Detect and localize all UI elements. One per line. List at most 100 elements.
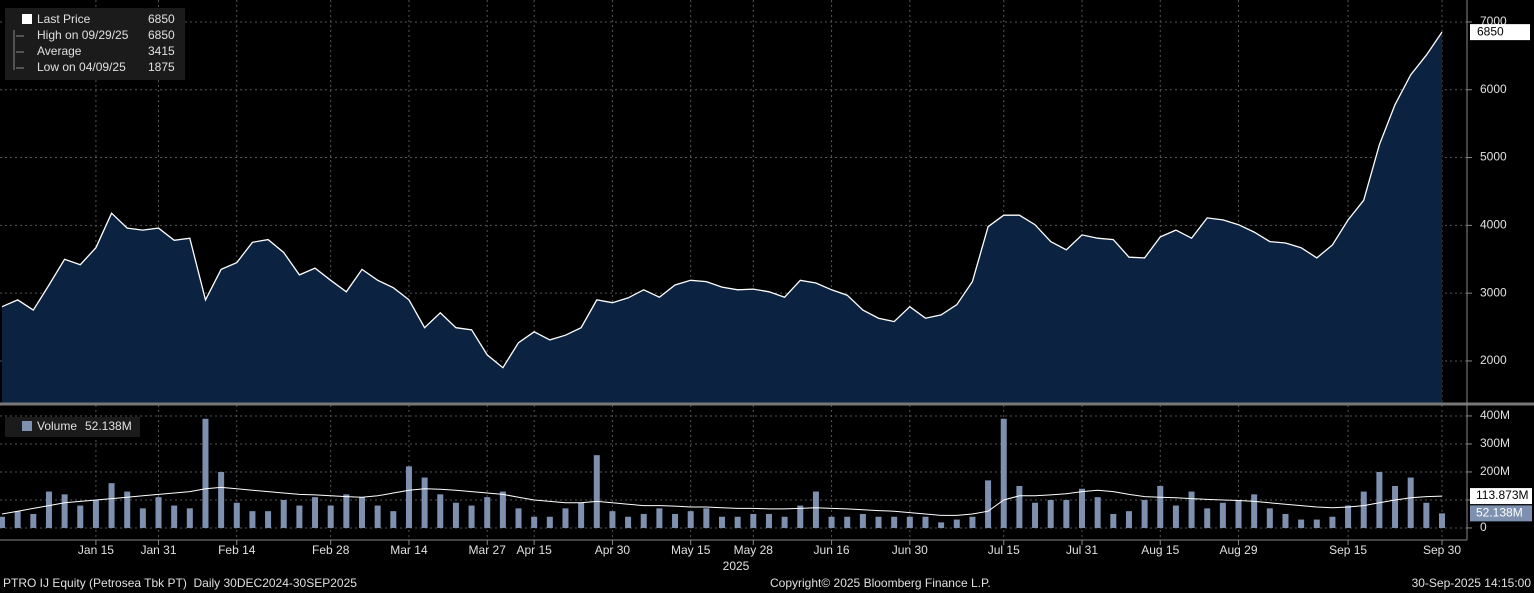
volume-bar xyxy=(0,516,5,528)
volume-bar xyxy=(1360,491,1367,528)
volume-bar xyxy=(1188,491,1195,528)
x-tick-label: Sep 30 xyxy=(1423,543,1461,557)
volume-bar xyxy=(155,497,162,528)
volume-bar xyxy=(1423,502,1430,528)
x-tick-label: Apr 15 xyxy=(516,543,552,557)
volume-bar xyxy=(499,491,506,528)
x-tick-label: Feb 14 xyxy=(218,543,256,557)
volume-bar xyxy=(719,516,725,528)
volume-bar xyxy=(202,418,209,528)
volume-bar xyxy=(1079,488,1085,528)
volume-bar xyxy=(985,480,992,528)
volume-bar xyxy=(139,508,146,528)
x-tick-label: Jul 31 xyxy=(1066,543,1098,557)
value-badge-label: 113.873M xyxy=(1476,488,1528,502)
x-tick-label: May 15 xyxy=(671,543,711,557)
volume-bar xyxy=(1407,477,1414,528)
legend-swatch xyxy=(22,14,32,24)
volume-bar xyxy=(1032,502,1039,528)
volume-bar xyxy=(906,516,913,528)
volume-bar xyxy=(343,494,350,528)
x-tick-label: Feb 28 xyxy=(312,543,350,557)
volume-bar xyxy=(1376,471,1383,528)
volume-bar xyxy=(468,505,475,528)
volume-bar xyxy=(734,516,741,528)
volume-bar xyxy=(1235,499,1242,528)
x-tick-label: Mar 14 xyxy=(390,543,428,557)
volume-bar xyxy=(750,513,757,528)
x-tick-label: Aug 15 xyxy=(1141,543,1179,557)
volume-bar xyxy=(828,516,835,528)
legend-value: 6850 xyxy=(148,28,175,42)
footer-center: Copyright© 2025 Bloomberg Finance L.P. xyxy=(770,576,991,590)
y-tick-label: 200M xyxy=(1480,464,1510,478)
volume-bar xyxy=(421,477,428,528)
volume-bar xyxy=(1251,494,1258,528)
y-tick-label: 4000 xyxy=(1480,218,1507,232)
volume-bar xyxy=(562,508,569,528)
volume-bar xyxy=(844,516,851,528)
volume-bar xyxy=(891,516,898,528)
volume-bar xyxy=(233,502,240,528)
volume-bar xyxy=(14,511,21,528)
volume-bar xyxy=(1219,502,1226,528)
price-area xyxy=(2,32,1442,403)
legend-icons xyxy=(13,30,24,70)
value-badge-label: 52.138M xyxy=(1476,506,1523,520)
legend-value: 6850 xyxy=(148,12,175,26)
footer-right: 30-Sep-2025 14:15:00 xyxy=(1412,576,1532,590)
x-tick-label: Sep 15 xyxy=(1329,543,1367,557)
volume-bar xyxy=(1063,499,1070,528)
volume-bar xyxy=(922,516,929,528)
volume-bar xyxy=(797,505,804,528)
footer-left: PTRO IJ Equity (Petrosea Tbk PT) Daily 3… xyxy=(3,576,357,590)
volume-average-line xyxy=(1,486,1443,516)
volume-bar xyxy=(1345,505,1352,528)
volume-bar xyxy=(672,513,679,528)
volume-bar xyxy=(531,516,538,528)
volume-bar xyxy=(1110,513,1117,528)
volume-bar xyxy=(452,502,459,528)
y-tick-label: 3000 xyxy=(1480,285,1507,299)
volume-bar xyxy=(1266,508,1273,528)
volume-bar xyxy=(640,513,647,528)
volume-bar xyxy=(625,516,632,528)
x-tick-label: Apr 30 xyxy=(595,543,631,557)
x-tick-label: Jan 15 xyxy=(78,543,114,557)
volume-bar xyxy=(437,494,444,528)
legend-swatch xyxy=(22,421,32,431)
volume-bar xyxy=(108,483,115,528)
volume-bar xyxy=(938,522,945,528)
volume-bar xyxy=(1047,499,1054,528)
volume-bar xyxy=(953,519,960,528)
volume-bar xyxy=(265,511,272,528)
volume-bar xyxy=(280,499,287,528)
volume-bar xyxy=(186,508,193,528)
volume-bar xyxy=(812,491,819,528)
volume-bar xyxy=(484,497,491,528)
legend-label: Last Price xyxy=(37,12,91,26)
volume-bar xyxy=(1298,519,1305,528)
legend-label: Average xyxy=(37,44,82,58)
volume-bar xyxy=(1141,499,1148,528)
y-tick-label: 0 xyxy=(1480,520,1487,534)
volume-bar xyxy=(515,508,522,528)
legend-value: 52.138M xyxy=(85,419,132,433)
volume-legend-box xyxy=(5,417,140,437)
volume-bar xyxy=(124,491,131,528)
price-line xyxy=(1,31,1443,369)
y-tick-label: 300M xyxy=(1480,436,1510,450)
volume-bar xyxy=(327,505,334,528)
volume-bar xyxy=(781,516,788,528)
volume-bar xyxy=(312,497,319,528)
volume-bar xyxy=(1157,485,1164,528)
volume-bar xyxy=(1094,497,1101,528)
volume-bar xyxy=(578,502,585,528)
volume-bar xyxy=(296,505,303,528)
volume-bar xyxy=(359,497,365,528)
y-tick-label: 6000 xyxy=(1480,82,1507,96)
y-tick-label: 5000 xyxy=(1480,150,1507,164)
volume-bar xyxy=(1000,418,1007,528)
volume-bar xyxy=(1329,516,1336,528)
